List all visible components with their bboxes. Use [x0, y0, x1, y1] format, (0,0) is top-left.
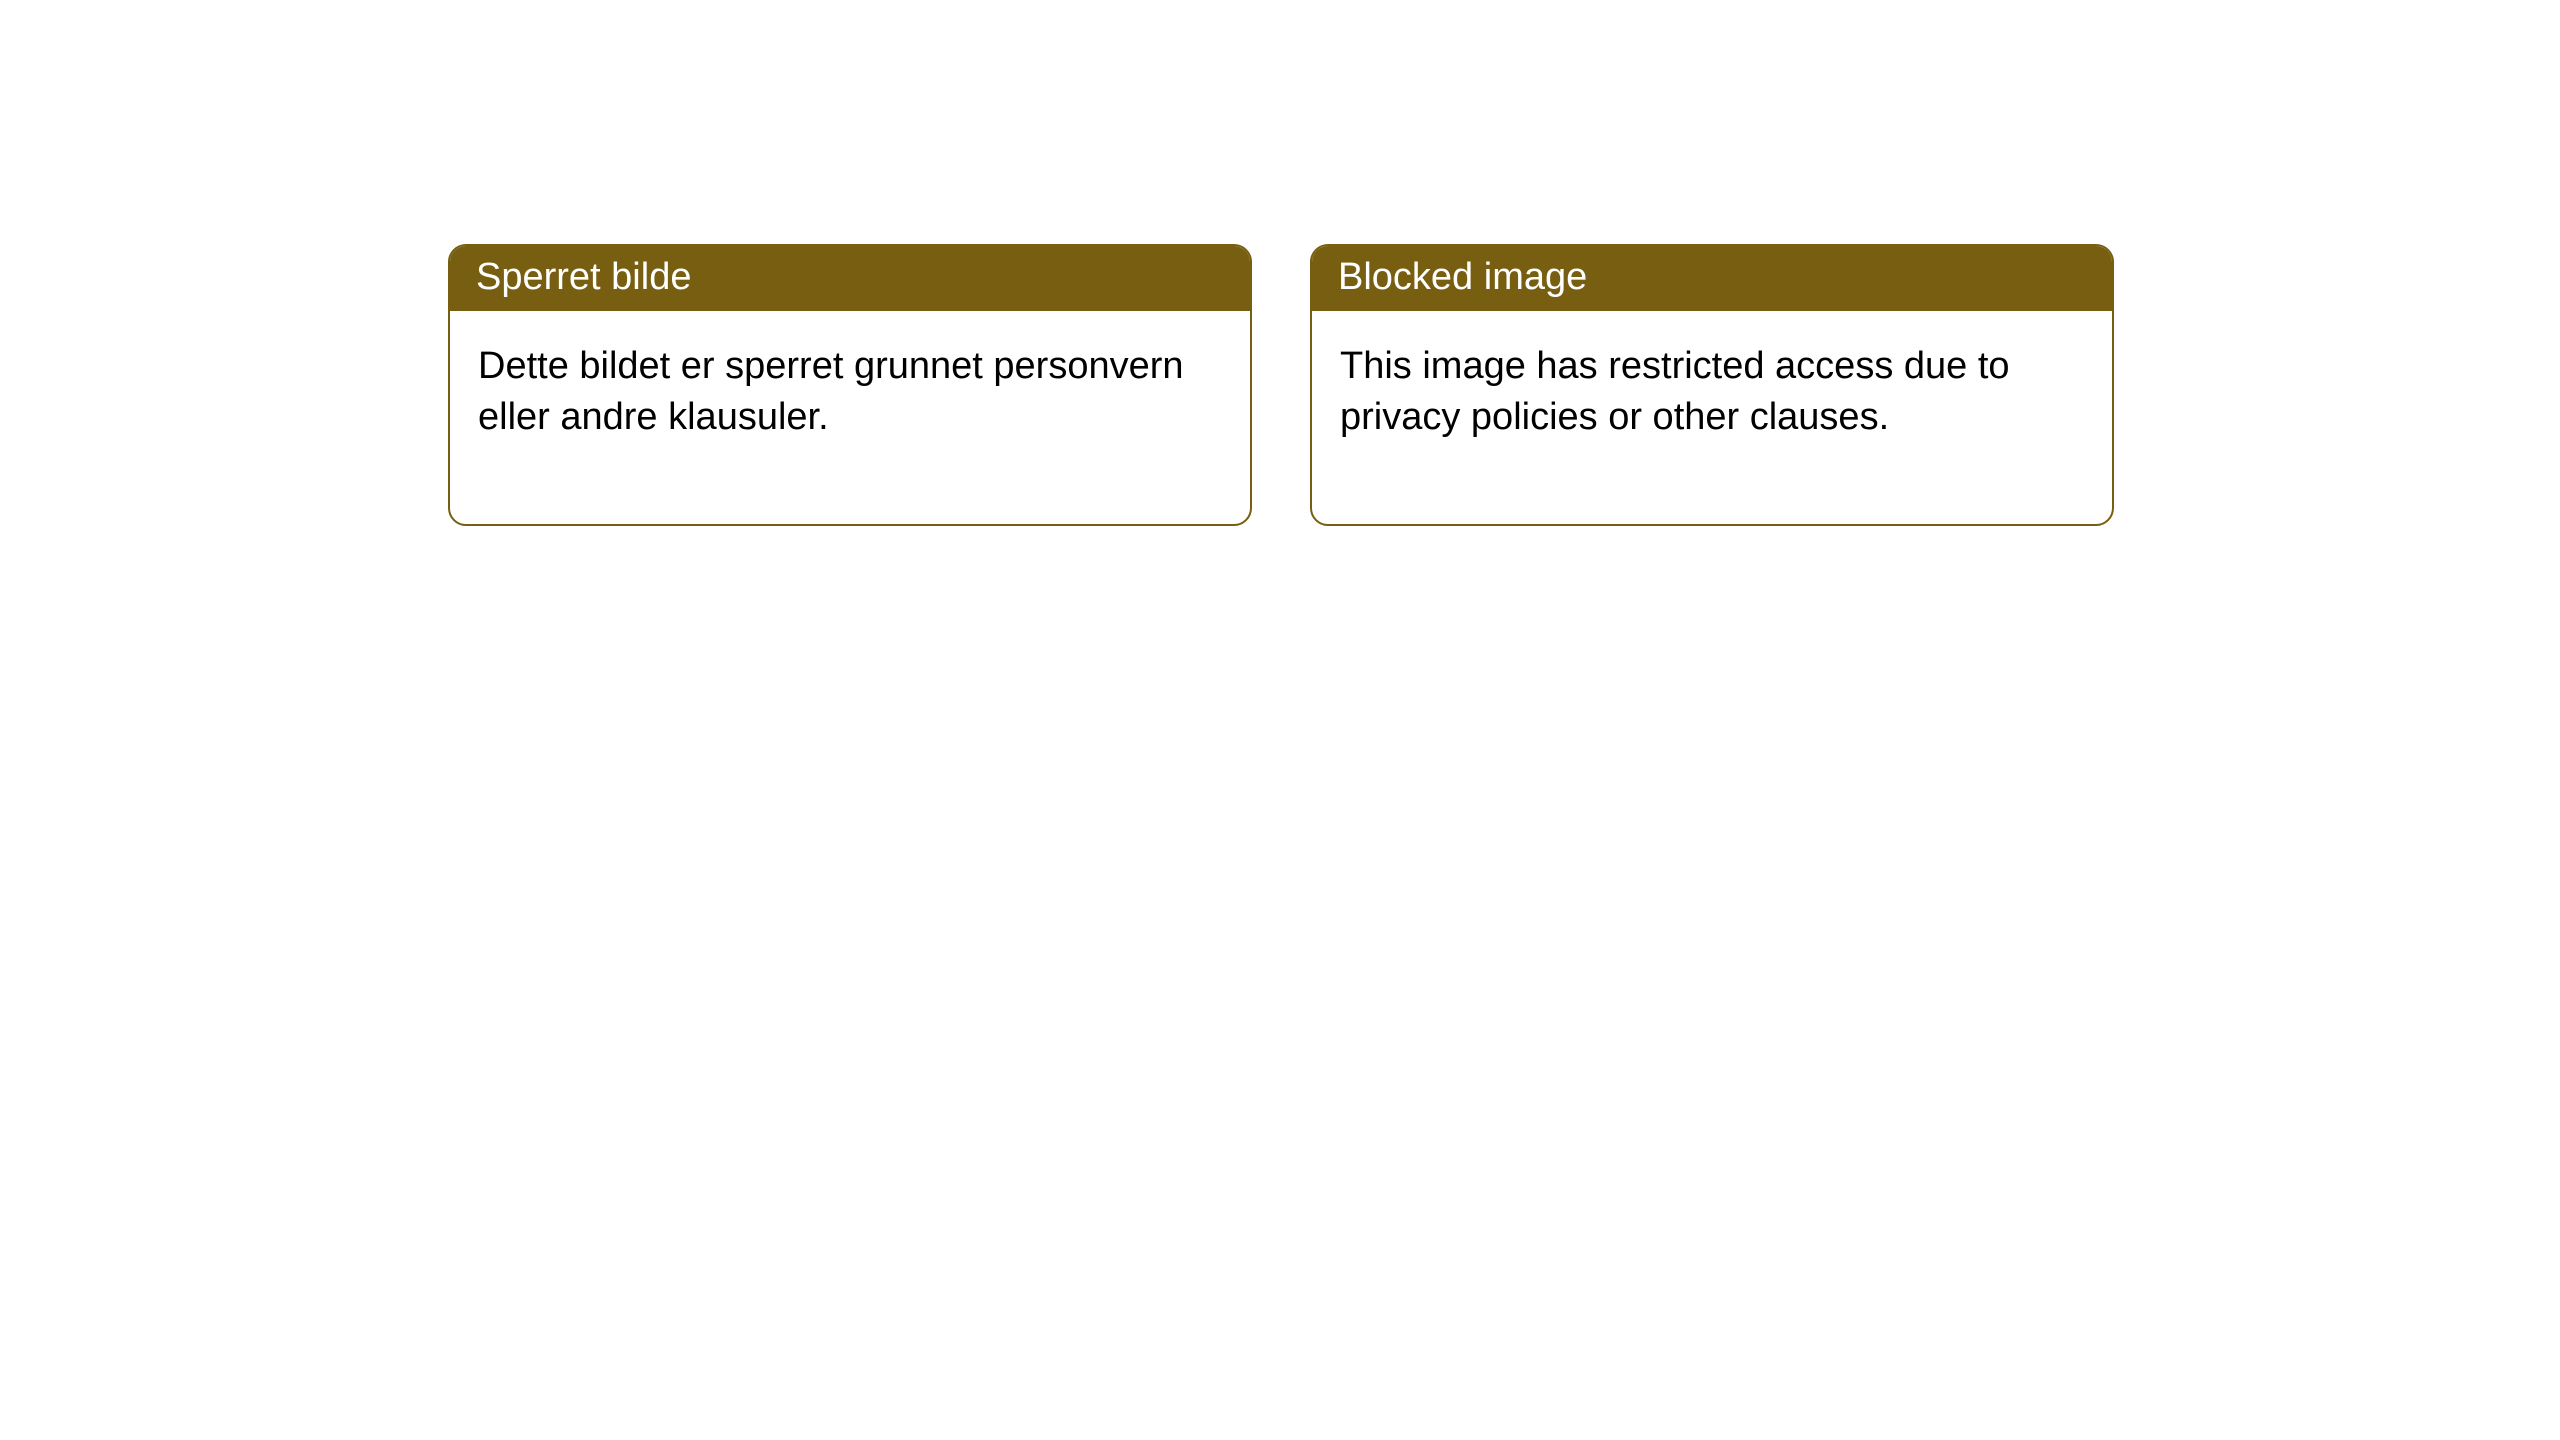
- notice-card-english: Blocked image This image has restricted …: [1310, 244, 2114, 526]
- notice-body-english: This image has restricted access due to …: [1312, 311, 2112, 524]
- notice-title-english: Blocked image: [1312, 246, 2112, 311]
- notice-card-norwegian: Sperret bilde Dette bildet er sperret gr…: [448, 244, 1252, 526]
- notice-title-norwegian: Sperret bilde: [450, 246, 1250, 311]
- notice-body-norwegian: Dette bildet er sperret grunnet personve…: [450, 311, 1250, 524]
- notice-container: Sperret bilde Dette bildet er sperret gr…: [0, 0, 2560, 526]
